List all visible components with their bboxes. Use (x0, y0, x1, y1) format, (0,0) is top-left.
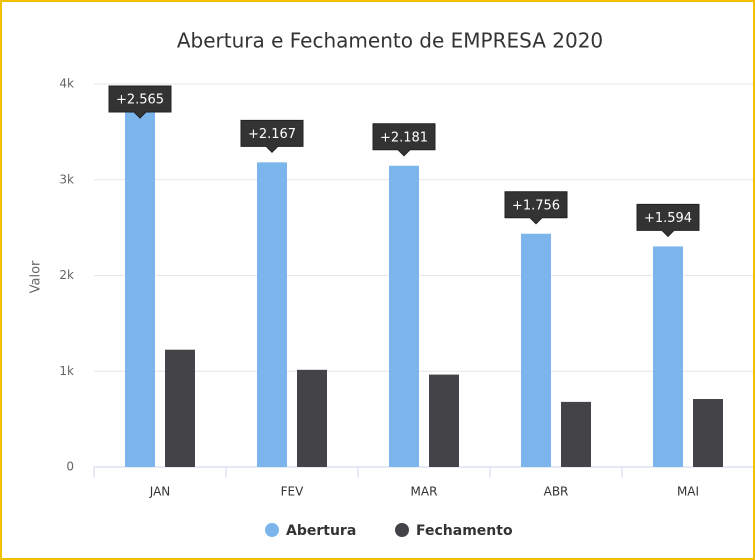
bar (693, 399, 723, 467)
x-tick-label: MAI (677, 485, 699, 499)
tooltip-box (372, 123, 436, 157)
bar (125, 104, 155, 468)
bar (165, 349, 195, 467)
bar (521, 233, 551, 467)
bar (653, 246, 683, 467)
y-tick-label: 2k (59, 268, 74, 282)
tooltip-label: +2.181 (380, 130, 428, 145)
tooltip-label: +2.167 (248, 127, 296, 142)
tooltip-label: +1.594 (644, 211, 692, 226)
bar (561, 401, 591, 467)
legend-label: Abertura (286, 523, 356, 539)
y-tick-label: 4k (59, 77, 74, 91)
bar (297, 369, 327, 467)
y-axis-label: Valor (29, 260, 44, 293)
tooltip-box (636, 203, 700, 238)
tooltip-label: +1.756 (512, 198, 560, 213)
x-tick-label: ABR (544, 485, 569, 499)
legend-marker (265, 523, 279, 537)
x-tick-label: JAN (149, 485, 171, 499)
legend-label: Fechamento (416, 523, 513, 539)
tooltip-label: +2.565 (116, 93, 164, 108)
x-tick-label: MAR (411, 485, 438, 499)
legend-marker (395, 523, 409, 537)
x-tick-label: FEV (281, 485, 304, 499)
tooltip-box (504, 191, 568, 225)
tooltip-box (108, 85, 172, 119)
chart-title: Abertura e Fechamento de EMPRESA 2020 (177, 29, 603, 53)
y-tick-label: 0 (66, 460, 74, 474)
tooltip-box (240, 119, 304, 154)
y-tick-label: 3k (59, 172, 74, 186)
bar (429, 374, 459, 467)
bar (257, 162, 287, 468)
bar (389, 165, 419, 467)
y-tick-label: 1k (59, 364, 74, 378)
